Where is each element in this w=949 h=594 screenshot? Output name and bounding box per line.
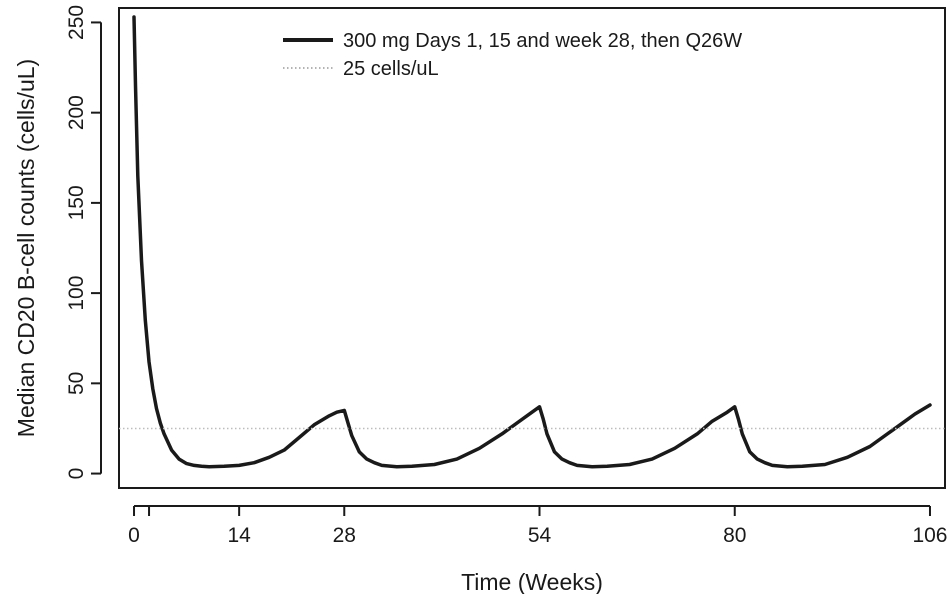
x-axis-title: Time (Weeks) <box>461 569 603 594</box>
legend: 300 mg Days 1, 15 and week 28, then Q26W… <box>283 30 742 80</box>
y-tick-label: 0 <box>65 468 88 480</box>
y-tick-label: 200 <box>65 95 88 130</box>
y-axis-title: Median CD20 B-cell counts (cells/uL) <box>13 59 39 437</box>
x-tick-label: 106 <box>912 524 947 547</box>
legend-label-dose: 300 mg Days 1, 15 and week 28, then Q26W <box>343 30 742 52</box>
y-tick-label: 250 <box>65 5 88 40</box>
series-line-dose <box>132 15 932 469</box>
y-tick-label: 50 <box>65 372 88 395</box>
y-axis: 0 50 100 150 200 250 <box>65 5 102 480</box>
x-tick-label: 0 <box>128 524 140 547</box>
legend-label-threshold: 25 cells/uL <box>343 58 439 80</box>
series-layer <box>119 15 945 469</box>
x-axis: 0 14 28 54 80 106 <box>128 505 948 547</box>
plot-frame <box>118 7 946 489</box>
y-tick-label: 100 <box>65 276 88 311</box>
x-tick-label: 80 <box>723 524 746 547</box>
y-tick-label: 150 <box>65 185 88 220</box>
x-tick-label: 28 <box>333 524 356 547</box>
x-tick-label: 54 <box>528 524 552 547</box>
x-tick-label: 14 <box>227 524 251 547</box>
